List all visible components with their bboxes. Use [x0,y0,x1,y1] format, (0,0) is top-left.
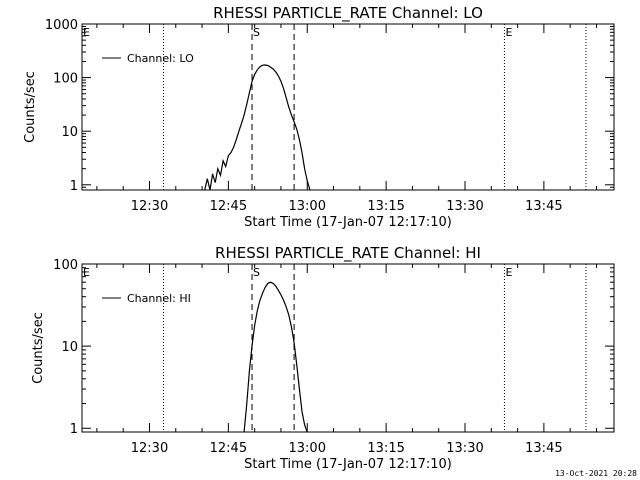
chart-top-marker-label: E [83,26,90,39]
chart-bottom-xtick-label: 13:15 [367,441,404,456]
chart-bottom-marker-label: S [253,266,260,279]
chart-top-legend-label: Channel: LO [127,52,194,65]
chart-bottom-ylabel: Counts/sec [31,312,46,384]
plot-timestamp: 13-Oct-2021 20:28 [555,469,637,478]
chart-top-ytick-label: 1000 [45,18,78,33]
chart-top-xtick-label: 12:30 [131,199,168,214]
chart-bottom-series-0 [243,281,308,433]
chart-bottom-xtick-label: 12:30 [131,441,168,456]
chart-bottom-marker-label: E [83,266,90,279]
chart-top-ylabel: Counts/sec [23,71,38,143]
chart-bottom-frame [81,263,615,433]
chart-top-frame [81,23,615,191]
chart-top-xtick-label: 13:30 [446,199,483,214]
chart-top-marker-label: S [253,26,260,39]
chart-bottom-ytick-label: 10 [61,340,78,355]
chart-top-xtick-label: 12:45 [210,199,247,214]
chart-top-series-0 [204,64,311,191]
chart-bottom-marker-label: E [505,266,512,279]
chart-bottom-legend-label: Channel: HI [127,292,191,305]
chart-top-ytick-label: 100 [53,72,78,87]
chart-bottom-xtick-label: 13:00 [289,441,326,456]
chart-bottom-ytick-label: 1 [70,422,78,437]
chart-top-xtick-label: 13:00 [289,199,326,214]
chart-bottom-xlabel: Start Time (17-Jan-07 12:17:10) [244,457,452,472]
chart-top-marker-label: E [505,26,512,39]
chart-top-ytick-label: 1 [70,179,78,194]
chart-bottom-xtick-label: 13:45 [525,441,562,456]
chart-top-title: RHESSI PARTICLE_RATE Channel: LO [213,4,483,23]
chart-top-xlabel: Start Time (17-Jan-07 12:17:10) [244,215,452,230]
chart-bottom-title: RHESSI PARTICLE_RATE Channel: HI [215,244,481,263]
chart-top-xtick-label: 13:45 [525,199,562,214]
chart-bottom-xtick-label: 12:45 [210,441,247,456]
chart-bottom-ytick-label: 100 [53,258,78,273]
chart-top-ytick-label: 10 [61,125,78,140]
chart-bottom-xtick-label: 13:30 [446,441,483,456]
chart-top-xtick-label: 13:15 [367,199,404,214]
